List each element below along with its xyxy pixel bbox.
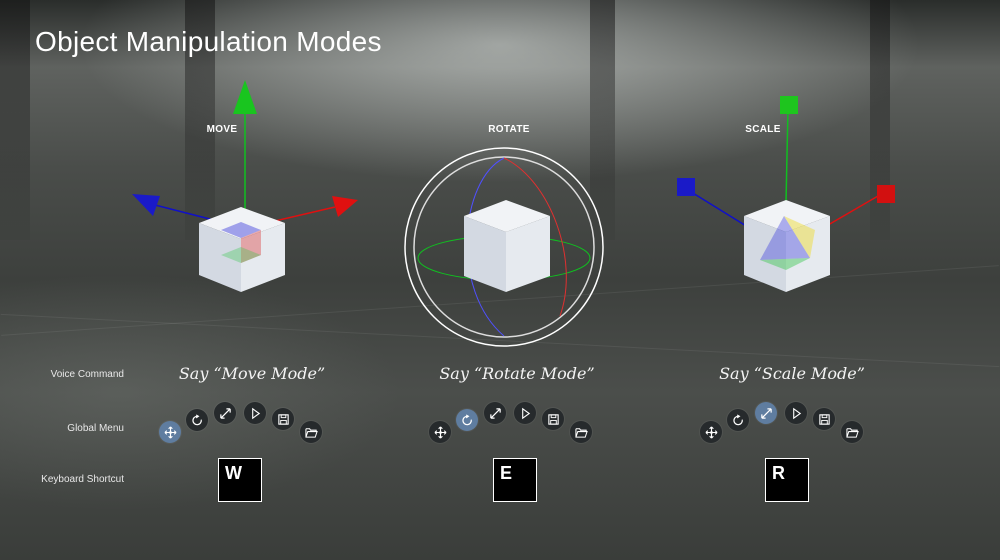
y-axis-arrow bbox=[233, 80, 257, 114]
rotate-mode-button[interactable] bbox=[186, 409, 208, 431]
rotate-label: ROTATE bbox=[488, 124, 530, 135]
save-icon bbox=[277, 413, 289, 425]
key-r: R bbox=[765, 458, 809, 502]
move-mode-button[interactable] bbox=[159, 421, 181, 443]
open-folder-icon bbox=[574, 427, 588, 438]
key-e-label: E bbox=[500, 463, 513, 483]
scale-icon bbox=[760, 407, 772, 419]
scale-mode-button[interactable] bbox=[755, 402, 777, 424]
key-w: W bbox=[218, 458, 262, 502]
rotate-icon bbox=[191, 413, 202, 425]
scale-mode-button[interactable] bbox=[214, 402, 236, 424]
voice-command-label: Voice Command bbox=[50, 369, 124, 380]
move-gizmo bbox=[132, 80, 358, 292]
save-icon bbox=[547, 413, 559, 425]
move-icon bbox=[705, 426, 717, 438]
save-button[interactable] bbox=[542, 408, 564, 430]
move-mode-button[interactable] bbox=[700, 421, 722, 443]
open-folder-icon bbox=[304, 427, 318, 438]
y-scale-handle bbox=[780, 96, 798, 114]
rotate-icon bbox=[732, 413, 743, 425]
play-icon bbox=[792, 407, 801, 419]
page-title: Object Manipulation Modes bbox=[35, 26, 382, 57]
key-w-label: W bbox=[225, 463, 242, 483]
global-menu-label: Global Menu bbox=[67, 423, 124, 434]
move-mode-button[interactable] bbox=[429, 421, 451, 443]
scale-voice-command: Say “Scale Mode” bbox=[719, 364, 865, 383]
play-icon bbox=[251, 407, 260, 419]
play-icon bbox=[521, 407, 530, 419]
scale-gizmo bbox=[677, 96, 895, 292]
move-icon bbox=[164, 426, 176, 438]
move-voice-command: Say “Move Mode” bbox=[178, 364, 326, 383]
open-button[interactable] bbox=[570, 421, 592, 443]
save-button[interactable] bbox=[272, 408, 294, 430]
play-button[interactable] bbox=[785, 402, 807, 424]
scale-icon bbox=[489, 407, 501, 419]
rotate-gizmo bbox=[404, 147, 604, 347]
play-button[interactable] bbox=[244, 402, 266, 424]
save-icon bbox=[818, 413, 830, 425]
key-e: E bbox=[493, 458, 537, 502]
rotate-icon bbox=[461, 413, 472, 425]
keyboard-shortcut-label: Keyboard Shortcut bbox=[41, 474, 124, 485]
scale-mode-button[interactable] bbox=[484, 402, 506, 424]
move-label: MOVE bbox=[206, 124, 238, 135]
scale-label: SCALE bbox=[745, 124, 781, 135]
open-button[interactable] bbox=[841, 421, 863, 443]
z-scale-handle bbox=[677, 178, 695, 196]
rotate-mode-button[interactable] bbox=[456, 409, 478, 431]
save-button[interactable] bbox=[813, 408, 835, 430]
move-icon bbox=[434, 426, 446, 438]
key-r-label: R bbox=[772, 463, 785, 483]
rotate-mode-button[interactable] bbox=[727, 409, 749, 431]
open-button[interactable] bbox=[300, 421, 322, 443]
open-folder-icon bbox=[845, 427, 859, 438]
scale-icon bbox=[219, 407, 231, 419]
rotate-voice-command: Say “Rotate Mode” bbox=[439, 364, 595, 383]
x-axis-arrow bbox=[332, 196, 358, 217]
play-button[interactable] bbox=[514, 402, 536, 424]
x-scale-handle bbox=[877, 185, 895, 203]
z-axis-arrow bbox=[132, 194, 160, 216]
